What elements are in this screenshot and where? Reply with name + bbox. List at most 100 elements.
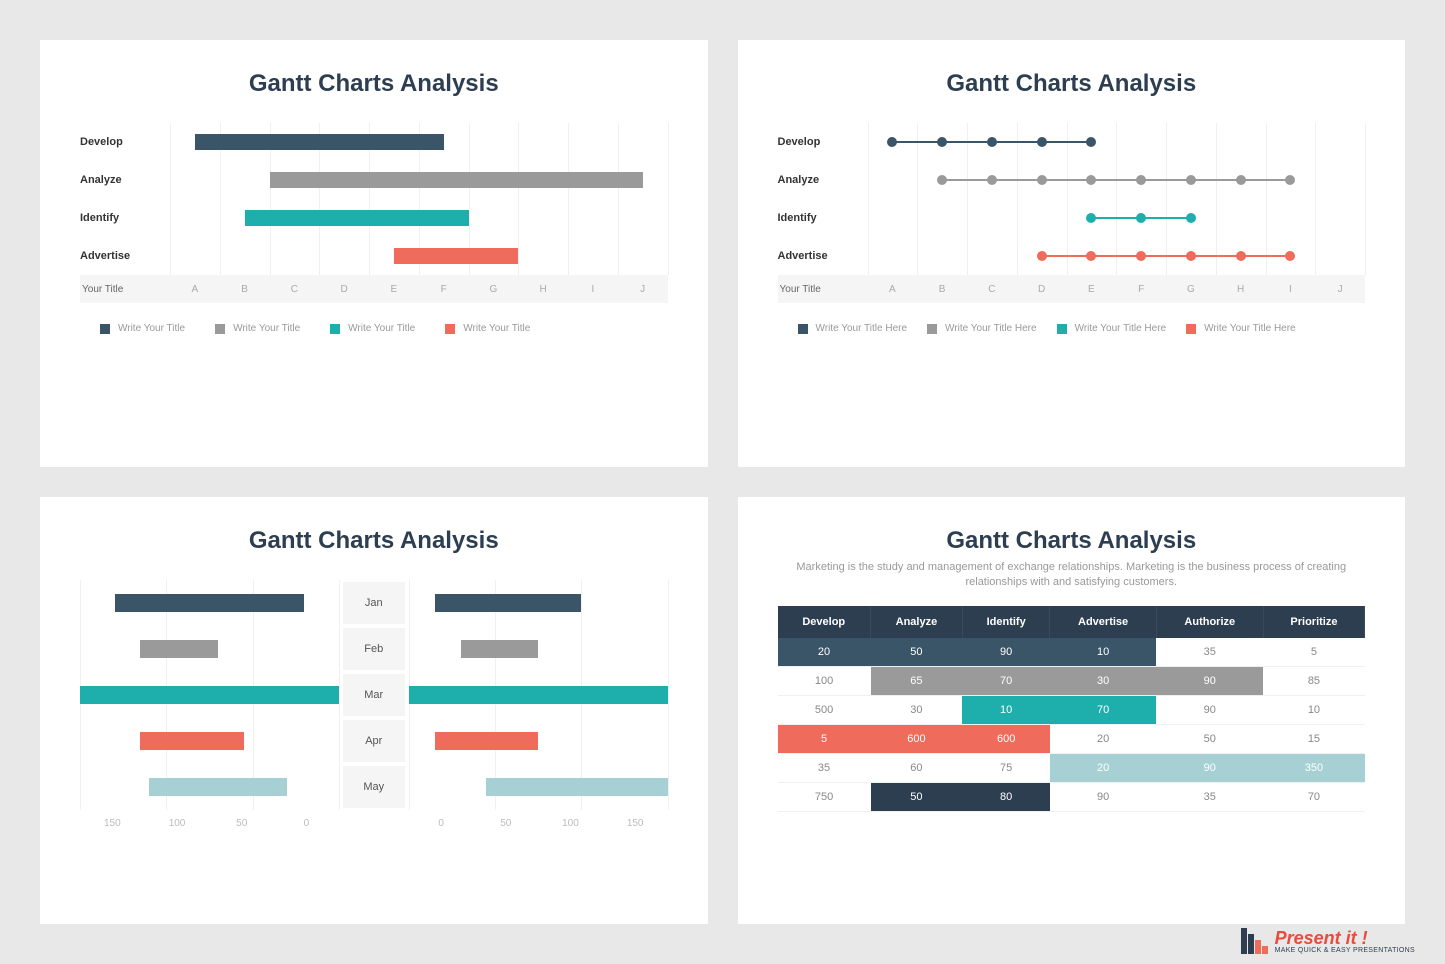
gantt-dot-row: Analyze (778, 161, 1366, 199)
table-cell: 60 (871, 753, 963, 782)
table-cell: 20 (1050, 724, 1156, 753)
bi-bar-right (435, 732, 539, 750)
table-cell: 100 (778, 666, 871, 695)
panel4-title: Gantt Charts Analysis (778, 527, 1366, 555)
gantt-row: Identify (80, 199, 668, 237)
table-cell: 30 (871, 695, 963, 724)
bi-bar-right (435, 594, 582, 612)
axis-cell: J (618, 284, 668, 295)
month-label: Jan (343, 582, 405, 624)
table-cell: 20 (1050, 753, 1156, 782)
table-header: Identify (962, 606, 1050, 638)
month-label: May (343, 766, 405, 808)
table-cell: 50 (871, 782, 963, 811)
row-label: Develop (80, 136, 170, 148)
gantt-bar (245, 210, 469, 226)
axis-cell: I (568, 284, 618, 295)
panel3-title: Gantt Charts Analysis (80, 527, 668, 555)
table-header: Advertise (1050, 606, 1156, 638)
dot-marker (887, 137, 897, 147)
gantt-chart-2: DevelopAnalyzeIdentifyAdvertiseYour Titl… (778, 123, 1366, 303)
dot-marker (1037, 175, 1047, 185)
axis-cell: E (1067, 284, 1117, 295)
dot-marker (937, 137, 947, 147)
table-cell: 90 (1156, 695, 1263, 724)
dot-marker (1037, 251, 1047, 261)
row-label: Analyze (778, 174, 868, 186)
axis-cell: I (1266, 284, 1316, 295)
dot-marker (987, 175, 997, 185)
bi-axis: 150100500050100150 (80, 818, 668, 829)
table-cell: 35 (1156, 638, 1263, 667)
table-cell: 750 (778, 782, 871, 811)
row-label: Advertise (778, 250, 868, 262)
dot-marker (1136, 251, 1146, 261)
axis-title: Your Title (778, 284, 868, 295)
dot-marker (987, 137, 997, 147)
table-cell: 90 (1156, 666, 1263, 695)
table-cell: 65 (871, 666, 963, 695)
table-cell: 350 (1263, 753, 1364, 782)
axis-cell: F (419, 284, 469, 295)
dot-marker (1186, 213, 1196, 223)
table-cell: 600 (962, 724, 1050, 753)
axis-title: Your Title (80, 284, 170, 295)
dot-marker (1086, 175, 1096, 185)
table-row: 1006570309085 (778, 666, 1365, 695)
data-table: DevelopAnalyzeIdentifyAdvertiseAuthorize… (778, 606, 1366, 812)
table-cell: 85 (1263, 666, 1364, 695)
dot-marker (1086, 213, 1096, 223)
axis-cell: A (170, 284, 220, 295)
axis-cell: J (1315, 284, 1365, 295)
table-header: Authorize (1156, 606, 1263, 638)
dot-marker (1186, 251, 1196, 261)
legend-item: Write Your Title Here (1186, 323, 1296, 334)
table-cell: 70 (1050, 695, 1156, 724)
panel2-title: Gantt Charts Analysis (778, 70, 1366, 98)
table-row: 3560752090350 (778, 753, 1365, 782)
legend-1: Write Your TitleWrite Your TitleWrite Yo… (80, 323, 668, 334)
row-label: Analyze (80, 174, 170, 186)
gantt-bar (394, 248, 518, 264)
gantt-bar (270, 172, 643, 188)
axis-cell: D (1017, 284, 1067, 295)
table-cell: 10 (962, 695, 1050, 724)
axis-cell: H (1216, 284, 1266, 295)
bi-bar-left (140, 640, 218, 658)
table-cell: 10 (1263, 695, 1364, 724)
table-cell: 10 (1050, 638, 1156, 667)
logo-mark-icon (1241, 928, 1267, 954)
table-cell: 35 (778, 753, 871, 782)
bi-bar-left (80, 686, 339, 704)
axis-tick: 150 (603, 818, 668, 829)
axis-cell: C (270, 284, 320, 295)
bidirectional-chart: JanFebMarAprMay (80, 580, 668, 810)
table-cell: 75 (962, 753, 1050, 782)
axis-cell: G (1166, 284, 1216, 295)
dot-marker (1186, 175, 1196, 185)
axis-tick: 0 (409, 818, 474, 829)
axis-tick: 100 (538, 818, 603, 829)
gantt-row: Develop (80, 123, 668, 161)
legend-item: Write Your Title Here (927, 323, 1037, 334)
axis-cell: H (518, 284, 568, 295)
axis-tick: 0 (274, 818, 339, 829)
row-label: Develop (778, 136, 868, 148)
table-cell: 20 (778, 638, 871, 667)
table-cell: 70 (1263, 782, 1364, 811)
legend-item: Write Your Title (100, 323, 185, 334)
dot-marker (1136, 213, 1146, 223)
gantt-dot-row: Advertise (778, 237, 1366, 275)
dot-marker (1285, 251, 1295, 261)
axis-cell: C (967, 284, 1017, 295)
bi-bar-right (409, 686, 668, 704)
table-row: 7505080903570 (778, 782, 1365, 811)
panel4-subtitle: Marketing is the study and management of… (778, 560, 1366, 591)
table-row: 20509010355 (778, 638, 1365, 667)
gantt-chart-1: DevelopAnalyzeIdentifyAdvertiseYour Titl… (80, 123, 668, 303)
bi-bar-left (115, 594, 305, 612)
dot-marker (1285, 175, 1295, 185)
row-label: Identify (80, 212, 170, 224)
table-cell: 500 (778, 695, 871, 724)
axis-tick: 50 (209, 818, 274, 829)
